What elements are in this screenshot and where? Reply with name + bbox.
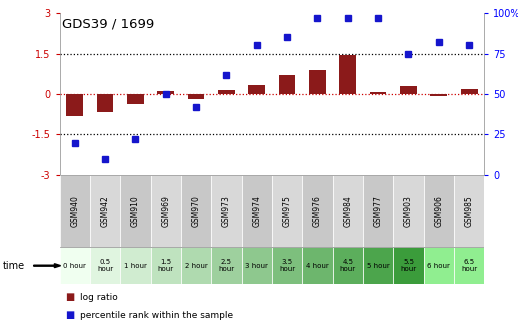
Text: GSM970: GSM970 (192, 195, 200, 227)
Text: GSM973: GSM973 (222, 195, 231, 227)
Text: GSM976: GSM976 (313, 195, 322, 227)
Bar (241, 247, 272, 284)
Text: 1 hour: 1 hour (124, 263, 147, 269)
Text: 6 hour: 6 hour (427, 263, 450, 269)
Text: 2 hour: 2 hour (185, 263, 208, 269)
Text: 1.5
hour: 1.5 hour (157, 259, 174, 272)
Text: GSM984: GSM984 (343, 195, 352, 227)
Text: log ratio: log ratio (80, 293, 118, 302)
Bar (400, 86, 417, 94)
Text: GSM942: GSM942 (100, 195, 110, 227)
Bar (279, 75, 295, 94)
Bar (127, 94, 144, 104)
Bar (211, 175, 241, 247)
Text: GSM977: GSM977 (373, 195, 383, 227)
Text: GSM975: GSM975 (283, 195, 292, 227)
Text: 0 hour: 0 hour (63, 263, 86, 269)
Text: 6.5
hour: 6.5 hour (461, 259, 477, 272)
Bar (181, 247, 211, 284)
Bar (90, 247, 120, 284)
Bar (339, 55, 356, 94)
Bar (272, 175, 303, 247)
Bar (303, 175, 333, 247)
Bar (188, 94, 205, 99)
Text: 5.5
hour: 5.5 hour (400, 259, 416, 272)
Bar (333, 175, 363, 247)
Bar (430, 94, 447, 95)
Bar (97, 94, 113, 112)
Bar (60, 175, 90, 247)
Text: 3.5
hour: 3.5 hour (279, 259, 295, 272)
Bar (363, 175, 393, 247)
Bar (151, 247, 181, 284)
Text: time: time (3, 261, 25, 271)
Bar (333, 247, 363, 284)
Text: 4 hour: 4 hour (306, 263, 329, 269)
Bar (454, 175, 484, 247)
Text: percentile rank within the sample: percentile rank within the sample (80, 311, 234, 319)
Bar (120, 247, 151, 284)
Bar (60, 247, 90, 284)
Text: GSM906: GSM906 (434, 195, 443, 227)
Bar (66, 94, 83, 116)
Bar (461, 89, 478, 94)
Bar (309, 70, 326, 94)
Text: 2.5
hour: 2.5 hour (219, 259, 235, 272)
Bar (241, 175, 272, 247)
Bar (363, 247, 393, 284)
Text: GDS39 / 1699: GDS39 / 1699 (62, 18, 154, 31)
Bar (454, 247, 484, 284)
Text: ■: ■ (65, 292, 74, 302)
Bar (120, 175, 151, 247)
Bar (151, 175, 181, 247)
Text: GSM910: GSM910 (131, 195, 140, 227)
Bar (211, 247, 241, 284)
Text: ■: ■ (65, 310, 74, 320)
Bar (90, 175, 120, 247)
Bar (181, 175, 211, 247)
Bar (272, 247, 303, 284)
Bar (249, 85, 265, 94)
Bar (393, 175, 424, 247)
Bar (370, 92, 386, 94)
Bar (424, 175, 454, 247)
Text: GSM940: GSM940 (70, 195, 79, 227)
Bar (218, 90, 235, 94)
Text: GSM969: GSM969 (161, 195, 170, 227)
Text: GSM985: GSM985 (465, 195, 473, 227)
Text: 4.5
hour: 4.5 hour (340, 259, 356, 272)
Text: GSM903: GSM903 (404, 195, 413, 227)
Bar (303, 247, 333, 284)
Text: 0.5
hour: 0.5 hour (97, 259, 113, 272)
Text: 3 hour: 3 hour (246, 263, 268, 269)
Bar (424, 247, 454, 284)
Bar (393, 247, 424, 284)
Text: 5 hour: 5 hour (367, 263, 390, 269)
Text: GSM974: GSM974 (252, 195, 261, 227)
Bar (157, 91, 174, 94)
